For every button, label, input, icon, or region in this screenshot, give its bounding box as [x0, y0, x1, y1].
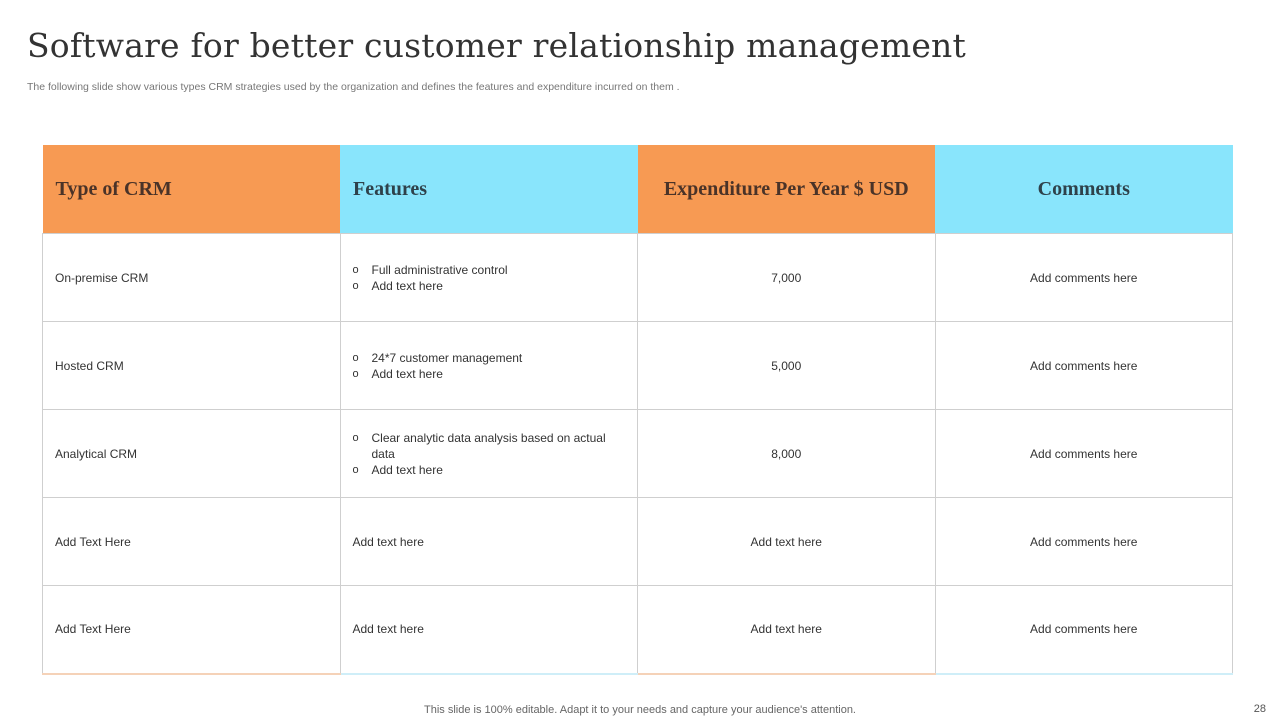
cell-type: On-premise CRM: [42, 233, 341, 322]
header-type: Type of CRM: [42, 145, 340, 234]
feature-text: Full administrative control: [371, 262, 508, 277]
table-row: Add Text Here Add text here Add text here A…: [42, 497, 1233, 586]
features-text: Add text here: [352, 534, 424, 549]
feature-text: 24*7 customer management: [371, 350, 523, 365]
cell-expenditure: 5,000: [637, 321, 936, 410]
slide-subtitle: The following slide show various types C…: [27, 81, 680, 93]
header-features: Features: [340, 145, 638, 234]
crm-table: Type of CRM Features Expenditure Per Yea…: [42, 145, 1233, 675]
features-list: o Clear analytic data analysis based on a…: [353, 430, 626, 478]
footer-note: This slide is 100% editable. Adapt it to…: [424, 704, 856, 716]
cell-comment: Add comments here: [934, 585, 1233, 675]
header-expenditure: Expenditure Per Year $ USD: [637, 145, 935, 234]
bullet-icon: o: [352, 351, 359, 364]
features-text: Add text here: [352, 622, 424, 637]
cell-expenditure: 8,000: [637, 409, 936, 498]
cell-comment: Add comments here: [934, 233, 1233, 322]
cell-features: o Full administrative control o Add text he…: [339, 233, 638, 322]
page-number: 28: [1253, 703, 1266, 715]
cell-comment: Add comments here: [934, 497, 1233, 586]
feature-text: Add text here: [371, 278, 443, 293]
cell-features: o Clear analytic data analysis based on a…: [339, 409, 638, 498]
bullet-icon: o: [352, 263, 359, 276]
feature-item: o Add text here: [353, 462, 626, 478]
cell-type: Hosted CRM: [42, 321, 341, 410]
cell-type: Analytical CRM: [42, 409, 341, 498]
cell-expenditure: 7,000: [637, 233, 936, 322]
table-row: Hosted CRM o 24*7 customer management o Add …: [42, 321, 1233, 410]
feature-item: o Full administrative control: [353, 262, 626, 278]
cell-type: Add Text Here: [42, 497, 341, 586]
features-list: o Full administrative control o Add text he…: [353, 262, 626, 294]
feature-item: o Clear analytic data analysis based on a…: [353, 430, 626, 462]
feature-text: Add text here: [371, 462, 443, 477]
header-comments: Comments: [935, 145, 1233, 234]
feature-item: o Add text here: [353, 278, 626, 294]
cell-comment: Add comments here: [934, 409, 1233, 498]
table-header-row: Type of CRM Features Expenditure Per Yea…: [42, 145, 1233, 234]
feature-text: Clear analytic data analysis based on ac…: [371, 430, 606, 461]
bullet-icon: o: [352, 367, 359, 380]
cell-expenditure: Add text here: [637, 585, 936, 675]
feature-text: Add text here: [371, 366, 443, 381]
features-list: o 24*7 customer management o Add text here: [353, 350, 626, 382]
table-row: Analytical CRM o Clear analytic data analy…: [42, 409, 1233, 498]
table-row: Add Text Here Add text here Add text here A…: [42, 585, 1233, 675]
cell-expenditure: Add text here: [637, 497, 936, 586]
cell-type: Add Text Here: [42, 585, 341, 675]
cell-features: Add text here: [339, 497, 638, 586]
cell-features: Add text here: [339, 585, 638, 675]
feature-item: o Add text here: [353, 366, 626, 382]
slide-title: Software for better customer relationshi…: [27, 26, 966, 65]
feature-item: o 24*7 customer management: [353, 350, 626, 366]
bullet-icon: o: [352, 463, 359, 476]
table-row: On-premise CRM o Full administrative contr…: [42, 233, 1233, 322]
cell-comment: Add comments here: [934, 321, 1233, 410]
bullet-icon: o: [352, 279, 359, 292]
cell-features: o 24*7 customer management o Add text here: [339, 321, 638, 410]
bullet-icon: o: [352, 431, 359, 444]
